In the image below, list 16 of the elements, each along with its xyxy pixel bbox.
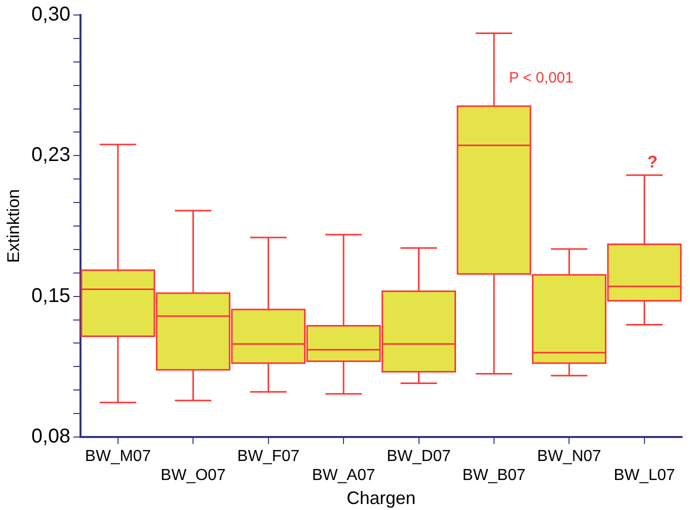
- y-axis-title: Extinktion: [4, 189, 23, 263]
- x-tick-label: BW_L07: [614, 467, 676, 484]
- x-tick-label: BW_O07: [160, 467, 226, 484]
- x-tick-label: BW_A07: [312, 467, 376, 484]
- x-tick-label: BW_B07: [462, 467, 526, 484]
- x-tick-label: BW_D07: [386, 448, 451, 466]
- x-tick-label: BW_F07: [237, 448, 300, 466]
- y-tick-label: 0,15: [31, 284, 70, 307]
- annotation: ?: [647, 152, 658, 172]
- x-axis-title: Chargen: [346, 488, 416, 508]
- y-tick-label: 0,08: [31, 426, 70, 448]
- y-tick-label: 0,30: [31, 4, 70, 26]
- annotation: P < 0,001: [508, 69, 574, 86]
- y-tick-label: 0,23: [31, 144, 70, 166]
- x-tick-label: BW_M07: [85, 448, 151, 466]
- x-tick-label: BW_N07: [537, 448, 602, 466]
